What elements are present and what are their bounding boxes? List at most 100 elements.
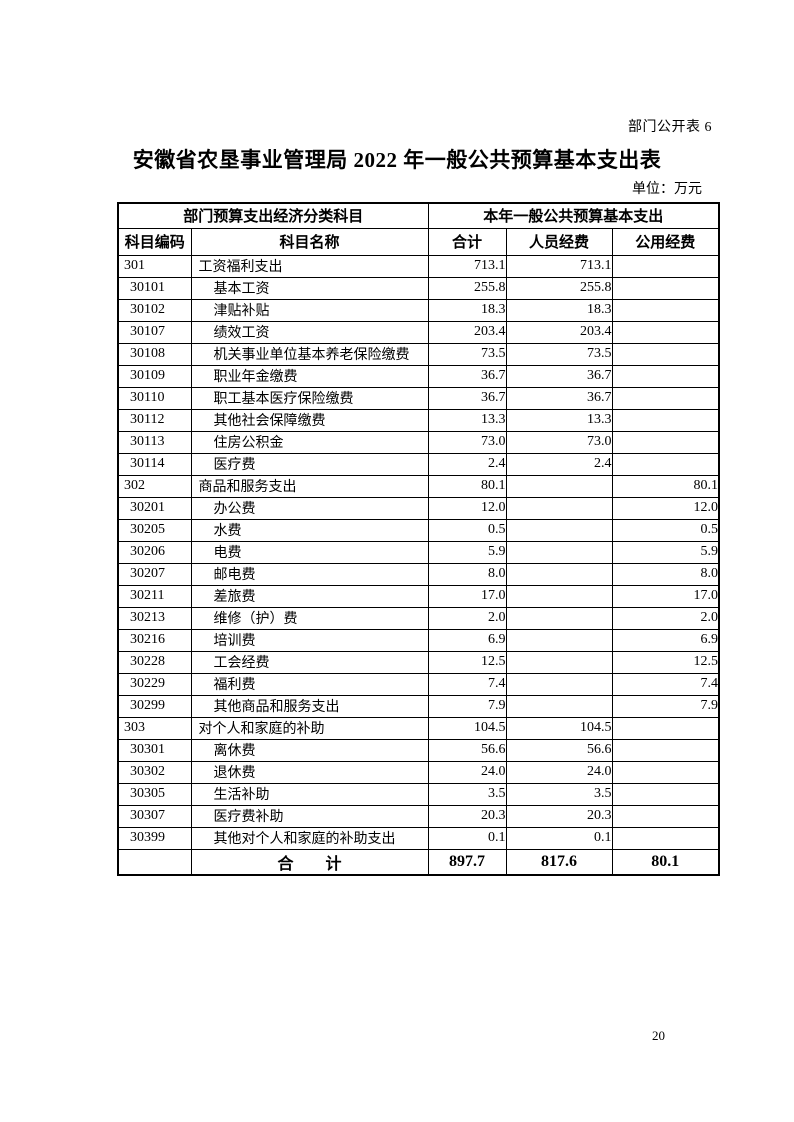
- public-cell: [611, 760, 720, 784]
- name-cell: 住房公积金: [190, 430, 429, 454]
- personnel-cell: [505, 562, 613, 586]
- public-cell: [611, 408, 720, 432]
- table-row: 30207 邮电费 8.0 8.0: [117, 562, 720, 586]
- name-cell: 差旅费: [190, 584, 429, 608]
- code-cell: 30302: [117, 760, 192, 784]
- total-cell: 7.4: [427, 672, 507, 696]
- personnel-cell: [505, 496, 613, 520]
- public-cell: 8.0: [611, 562, 720, 586]
- name-cell: 其他商品和服务支出: [190, 694, 429, 718]
- column-header-total: 合计: [427, 227, 507, 256]
- code-cell: 30102: [117, 298, 192, 322]
- name-cell: 维修（护）费: [190, 606, 429, 630]
- personnel-cell: 203.4: [505, 320, 613, 344]
- table-row: 30112 其他社会保障缴费 13.3 13.3: [117, 408, 720, 432]
- public-cell: [611, 276, 720, 300]
- code-cell: 30201: [117, 496, 192, 520]
- public-cell: 0.5: [611, 518, 720, 542]
- total-cell: 7.9: [427, 694, 507, 718]
- table-row: 30206 电费 5.9 5.9: [117, 540, 720, 564]
- table-row: 30110 职工基本医疗保险缴费 36.7 36.7: [117, 386, 720, 410]
- public-cell: 12.5: [611, 650, 720, 674]
- name-cell: 福利费: [190, 672, 429, 696]
- table-row: 30114 医疗费 2.4 2.4: [117, 452, 720, 476]
- doc-label: 部门公开表 6: [628, 120, 712, 135]
- total-cell: 2.0: [427, 606, 507, 630]
- table-row: 30216 培训费 6.9 6.9: [117, 628, 720, 652]
- code-cell: 30228: [117, 650, 192, 674]
- name-cell: 其他对个人和家庭的补助支出: [190, 826, 429, 850]
- personnel-cell: 73.0: [505, 430, 613, 454]
- total-cell: 104.5: [427, 716, 507, 740]
- total-cell: 17.0: [427, 584, 507, 608]
- name-cell: 工资福利支出: [190, 254, 429, 278]
- public-cell: 6.9: [611, 628, 720, 652]
- table-row: 30301 离休费 56.6 56.6: [117, 738, 720, 762]
- public-cell: [611, 716, 720, 740]
- table-row: 30399 其他对个人和家庭的补助支出 0.1 0.1: [117, 826, 720, 850]
- table-row: 303 对个人和家庭的补助 104.5 104.5: [117, 716, 720, 740]
- total-row-code-cell: [117, 848, 192, 875]
- table-row: 30113 住房公积金 73.0 73.0: [117, 430, 720, 454]
- table-row: 30102 津贴补贴 18.3 18.3: [117, 298, 720, 322]
- personnel-cell: 24.0: [505, 760, 613, 784]
- column-header-public: 公用经费: [611, 227, 720, 256]
- table-body: 301 工资福利支出 713.1 713.1 30101 基本工资 255.8 …: [117, 254, 720, 850]
- code-cell: 30307: [117, 804, 192, 828]
- name-cell: 职工基本医疗保险缴费: [190, 386, 429, 410]
- name-cell: 商品和服务支出: [190, 474, 429, 498]
- public-cell: [611, 320, 720, 344]
- personnel-cell: 36.7: [505, 364, 613, 388]
- table-row: 30213 维修（护）费 2.0 2.0: [117, 606, 720, 630]
- code-cell: 30216: [117, 628, 192, 652]
- total-row: 合 计 897.7 817.6 80.1: [117, 848, 720, 875]
- personnel-cell: [505, 650, 613, 674]
- personnel-cell: [505, 474, 613, 498]
- personnel-cell: [505, 606, 613, 630]
- name-cell: 工会经费: [190, 650, 429, 674]
- total-cell: 0.1: [427, 826, 507, 850]
- name-cell: 电费: [190, 540, 429, 564]
- total-cell: 5.9: [427, 540, 507, 564]
- total-cell: 36.7: [427, 386, 507, 410]
- group-header-right: 本年一般公共预算基本支出: [427, 202, 720, 229]
- name-cell: 医疗费: [190, 452, 429, 476]
- total-cell: 3.5: [427, 782, 507, 806]
- table-row: 30299 其他商品和服务支出 7.9 7.9: [117, 694, 720, 718]
- code-cell: 303: [117, 716, 192, 740]
- code-cell: 30229: [117, 672, 192, 696]
- name-cell: 培训费: [190, 628, 429, 652]
- personnel-cell: [505, 672, 613, 696]
- personnel-cell: [505, 694, 613, 718]
- code-cell: 30108: [117, 342, 192, 366]
- table-row: 30107 绩效工资 203.4 203.4: [117, 320, 720, 344]
- group-header-left: 部门预算支出经济分类科目: [117, 202, 429, 229]
- public-cell: [611, 826, 720, 850]
- budget-table: 部门预算支出经济分类科目 本年一般公共预算基本支出 科目编码 科目名称 合计 人…: [117, 202, 721, 876]
- name-cell: 对个人和家庭的补助: [190, 716, 429, 740]
- page-number: 20: [652, 1028, 665, 1043]
- name-cell: 基本工资: [190, 276, 429, 300]
- name-cell: 其他社会保障缴费: [190, 408, 429, 432]
- personnel-cell: 18.3: [505, 298, 613, 322]
- public-cell: 5.9: [611, 540, 720, 564]
- total-cell: 12.5: [427, 650, 507, 674]
- table-row: 301 工资福利支出 713.1 713.1: [117, 254, 720, 278]
- total-cell: 13.3: [427, 408, 507, 432]
- code-cell: 302: [117, 474, 192, 498]
- code-cell: 30299: [117, 694, 192, 718]
- public-cell: [611, 452, 720, 476]
- table-row: 30302 退休费 24.0 24.0: [117, 760, 720, 784]
- table-row: 302 商品和服务支出 80.1 80.1: [117, 474, 720, 498]
- total-cell: 80.1: [427, 474, 507, 498]
- code-cell: 30114: [117, 452, 192, 476]
- public-cell: 7.9: [611, 694, 720, 718]
- name-cell: 退休费: [190, 760, 429, 784]
- personnel-cell: 255.8: [505, 276, 613, 300]
- unit-note: 单位：万元: [632, 182, 702, 197]
- column-header-name: 科目名称: [190, 227, 429, 256]
- code-cell: 30213: [117, 606, 192, 630]
- total-cell: 255.8: [427, 276, 507, 300]
- code-cell: 30207: [117, 562, 192, 586]
- code-cell: 30109: [117, 364, 192, 388]
